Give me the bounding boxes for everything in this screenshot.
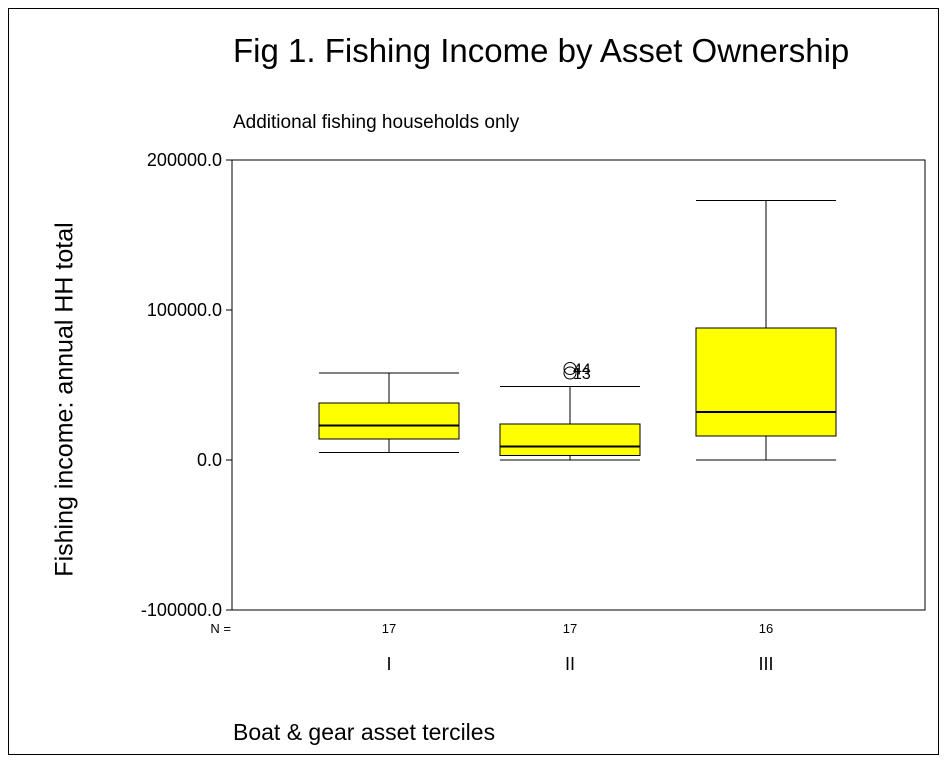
n-count: 16 (759, 621, 773, 636)
outlier-point (563, 366, 577, 380)
category-label: III (758, 654, 773, 674)
n-label: N = (210, 621, 231, 636)
outlier-label: 13 (573, 366, 591, 383)
n-count: 17 (382, 621, 396, 636)
box-III (695, 200, 837, 461)
box-I (318, 372, 460, 453)
x-axis-labels: N = 17 I 17 II 16 III (210, 621, 773, 674)
y-tick-label: -100000.0 (141, 600, 222, 620)
iqr-box (499, 423, 641, 456)
y-tick-label: 200000.0 (147, 150, 222, 170)
n-count: 17 (563, 621, 577, 636)
y-axis: 200000.0 100000.0 0.0 -100000.0 (141, 150, 232, 620)
y-tick-label: 0.0 (197, 450, 222, 470)
y-tick-label: 100000.0 (147, 300, 222, 320)
iqr-box (695, 327, 837, 437)
plot-area (231, 159, 926, 611)
category-label: II (565, 654, 575, 674)
category-label: I (386, 654, 391, 674)
outlier-label: 44 (573, 362, 591, 379)
outlier-point (563, 362, 577, 375)
iqr-box (318, 402, 460, 440)
chart-title: Fig 1. Fishing Income by Asset Ownership (233, 32, 850, 69)
chart-subtitle: Additional fishing households only (233, 112, 520, 133)
x-axis-label: Boat & gear asset terciles (233, 719, 496, 745)
